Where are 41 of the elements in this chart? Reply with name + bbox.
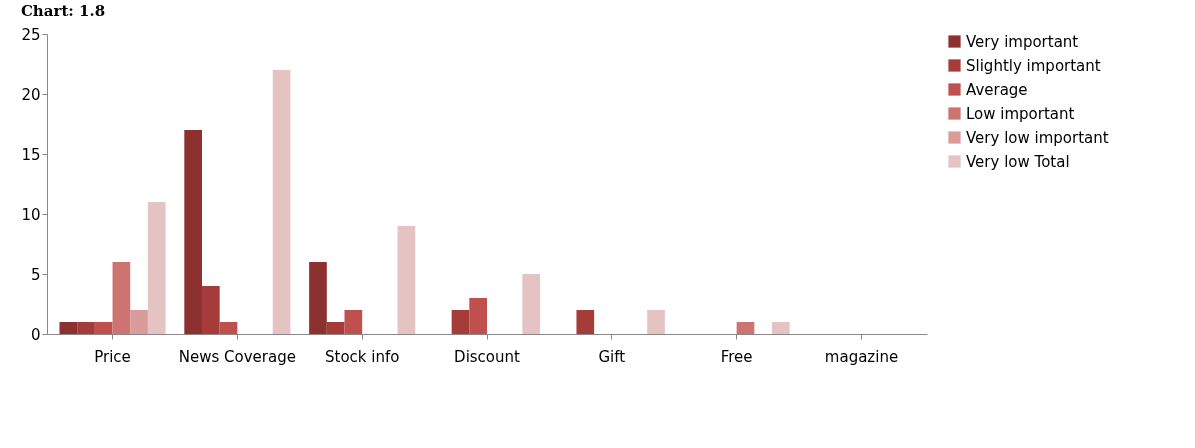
bar xyxy=(451,310,470,334)
chart-title: Chart: 1.8 xyxy=(20,2,106,20)
bar xyxy=(469,298,487,334)
bar xyxy=(201,286,220,334)
bar xyxy=(576,310,595,334)
y-tick-label: 20 xyxy=(21,85,41,104)
y-tick-label: 15 xyxy=(21,145,41,164)
bar xyxy=(522,274,541,334)
bar xyxy=(326,322,345,334)
y-tick-label: 0 xyxy=(30,325,41,344)
bar xyxy=(219,322,238,334)
bar xyxy=(130,310,148,334)
legend-label: Very low Total xyxy=(966,152,1070,171)
bar xyxy=(647,310,665,334)
bar xyxy=(112,262,131,334)
x-tick-label: News Coverage xyxy=(178,347,296,366)
bar xyxy=(309,262,327,334)
x-tick-label: Free xyxy=(720,347,753,366)
bar xyxy=(272,70,291,334)
x-tick-label: Gift xyxy=(598,347,626,366)
bar xyxy=(59,322,78,334)
legend-label: Slightly important xyxy=(966,56,1101,75)
x-tick-label: magazine xyxy=(824,347,899,366)
bar xyxy=(147,202,166,334)
legend-label: Average xyxy=(966,80,1028,99)
y-tick-label: 5 xyxy=(30,265,41,284)
legend-label: Very low important xyxy=(966,128,1109,147)
x-tick-label: Discount xyxy=(454,347,521,366)
x-tick-label: Price xyxy=(94,347,131,366)
y-tick-label: 25 xyxy=(21,25,41,44)
x-tick-label: Stock info xyxy=(324,347,400,366)
bar xyxy=(344,310,363,334)
bar xyxy=(184,130,202,334)
y-tick-label: 10 xyxy=(21,205,41,224)
bar xyxy=(94,322,113,334)
bar xyxy=(736,322,755,334)
legend-label: Very important xyxy=(966,32,1079,51)
bar xyxy=(772,322,790,334)
bar xyxy=(77,322,95,334)
legend-label: Low important xyxy=(966,104,1075,123)
bar xyxy=(397,226,416,334)
